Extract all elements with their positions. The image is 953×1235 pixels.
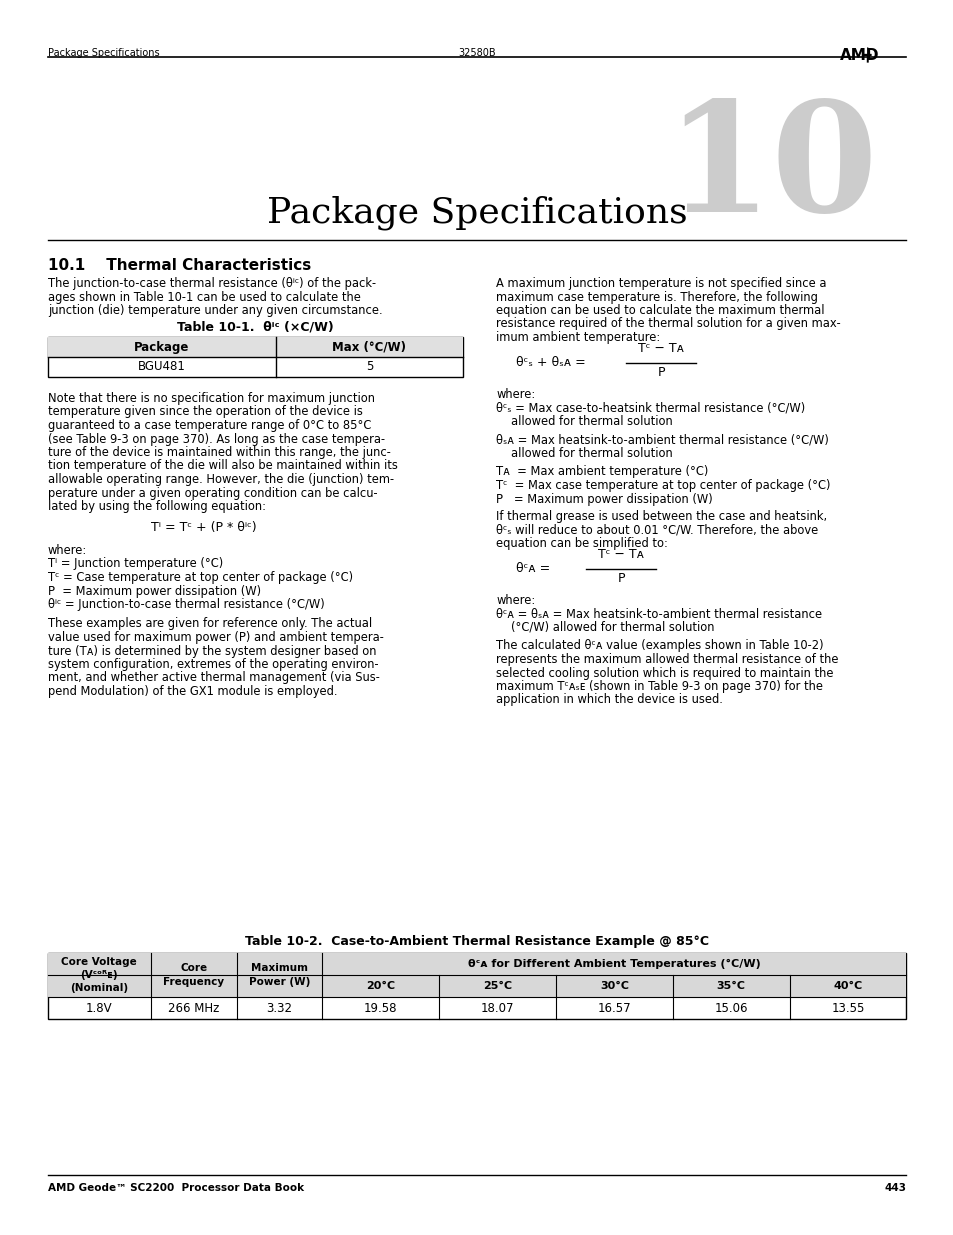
Text: guaranteed to a case temperature range of 0°C to 85°C: guaranteed to a case temperature range o… (48, 419, 371, 432)
Bar (48, 337, 462, 357)
Text: where:: where: (496, 388, 535, 400)
Text: junction (die) temperature under any given circumstance.: junction (die) temperature under any giv… (48, 304, 382, 317)
Text: application in which the device is used.: application in which the device is used. (496, 694, 722, 706)
Text: 443: 443 (883, 1183, 905, 1193)
Text: The junction-to-case thermal resistance (θⁱᶜ) of the pack-: The junction-to-case thermal resistance … (48, 277, 375, 290)
Text: perature under a given operating condition can be calcu-: perature under a given operating conditi… (48, 487, 377, 499)
Text: 13.55: 13.55 (830, 1002, 863, 1014)
Text: Package Specifications: Package Specifications (267, 195, 686, 230)
Text: 10: 10 (664, 95, 877, 245)
Text: Maximum
Power (W): Maximum Power (W) (249, 963, 310, 987)
Text: Tᶜ = Case temperature at top center of package (°C): Tᶜ = Case temperature at top center of p… (48, 571, 353, 584)
Text: lated by using the following equation:: lated by using the following equation: (48, 500, 266, 513)
Text: Package: Package (134, 341, 190, 353)
Text: ture (Tᴀ) is determined by the system designer based on: ture (Tᴀ) is determined by the system de… (48, 645, 375, 657)
Text: allowed for thermal solution: allowed for thermal solution (511, 415, 672, 429)
Text: selected cooling solution which is required to maintain the: selected cooling solution which is requi… (496, 667, 833, 679)
Text: ages shown in Table 10-1 can be used to calculate the: ages shown in Table 10-1 can be used to … (48, 290, 360, 304)
Text: P: P (657, 367, 664, 379)
Text: AMD: AMD (839, 48, 878, 63)
Text: 35°C: 35°C (716, 981, 745, 990)
Text: Note that there is no specification for maximum junction: Note that there is no specification for … (48, 391, 375, 405)
Text: P: P (617, 573, 624, 585)
Text: 3.32: 3.32 (266, 1002, 293, 1014)
Text: 10.1    Thermal Characteristics: 10.1 Thermal Characteristics (48, 258, 311, 273)
Text: 15.06: 15.06 (714, 1002, 747, 1014)
Text: tion temperature of the die will also be maintained within its: tion temperature of the die will also be… (48, 459, 397, 473)
Text: ment, and whether active thermal management (via Sus-: ment, and whether active thermal managem… (48, 672, 379, 684)
Text: θᶜₛ + θₛᴀ =: θᶜₛ + θₛᴀ = (516, 356, 585, 369)
Text: AMD Geode™ SC2200  Processor Data Book: AMD Geode™ SC2200 Processor Data Book (48, 1183, 303, 1193)
Text: θᶜᴀ = θₛᴀ = Max heatsink-to-ambient thermal resistance: θᶜᴀ = θₛᴀ = Max heatsink-to-ambient ther… (496, 608, 821, 620)
Text: (°C/W) allowed for thermal solution: (°C/W) allowed for thermal solution (511, 621, 714, 634)
Text: θₛᴀ = Max heatsink-to-ambient thermal resistance (°C/W): θₛᴀ = Max heatsink-to-ambient thermal re… (496, 433, 828, 447)
Text: The calculated θᶜᴀ value (examples shown in Table 10-2): The calculated θᶜᴀ value (examples shown… (496, 640, 822, 652)
Text: θᶜᴀ for Different Ambient Temperatures (°C/W): θᶜᴀ for Different Ambient Temperatures (… (468, 958, 760, 969)
Text: 16.57: 16.57 (597, 1002, 631, 1014)
Text: 20°C: 20°C (366, 981, 395, 990)
Text: equation can be simplified to:: equation can be simplified to: (496, 537, 667, 550)
Text: Max (°C/W): Max (°C/W) (332, 341, 406, 353)
Text: 30°C: 30°C (599, 981, 628, 990)
Text: Tᶜ − Tᴀ: Tᶜ − Tᴀ (638, 342, 683, 354)
Text: resistance required of the thermal solution for a given max-: resistance required of the thermal solut… (496, 317, 840, 331)
Text: A maximum junction temperature is not specified since a: A maximum junction temperature is not sp… (496, 277, 825, 290)
Text: P  = Maximum power dissipation (W): P = Maximum power dissipation (W) (48, 584, 260, 598)
Text: Table 10-2.  Case-to-Ambient Thermal Resistance Example @ 85°C: Table 10-2. Case-to-Ambient Thermal Resi… (245, 935, 708, 948)
Text: Core Voltage
(Vᶜᵒᴿᴇ)
(Nominal): Core Voltage (Vᶜᵒᴿᴇ) (Nominal) (61, 957, 137, 993)
Text: θⁱᶜ = Junction-to-case thermal resistance (°C/W): θⁱᶜ = Junction-to-case thermal resistanc… (48, 598, 324, 611)
Text: Tᴀ  = Max ambient temperature (°C): Tᴀ = Max ambient temperature (°C) (496, 466, 708, 478)
Text: represents the maximum allowed thermal resistance of the: represents the maximum allowed thermal r… (496, 653, 838, 666)
Text: allowed for thermal solution: allowed for thermal solution (511, 447, 672, 459)
Text: maximum case temperature is. Therefore, the following: maximum case temperature is. Therefore, … (496, 290, 817, 304)
Text: θᶜᴀ =: θᶜᴀ = (516, 562, 550, 576)
Text: system configuration, extremes of the operating environ-: system configuration, extremes of the op… (48, 658, 378, 671)
Text: θᶜₛ = Max case-to-heatsink thermal resistance (°C/W): θᶜₛ = Max case-to-heatsink thermal resis… (496, 401, 804, 415)
Text: 18.07: 18.07 (480, 1002, 514, 1014)
Text: 32580B: 32580B (457, 48, 496, 58)
Text: where:: where: (48, 543, 87, 557)
Text: θᶜₛ will reduce to about 0.01 °C/W. Therefore, the above: θᶜₛ will reduce to about 0.01 °C/W. Ther… (496, 524, 818, 536)
Text: imum ambient temperature:: imum ambient temperature: (496, 331, 659, 345)
Text: 5: 5 (365, 361, 373, 373)
Text: 19.58: 19.58 (364, 1002, 397, 1014)
Text: maximum Tᶜᴀₛᴇ (shown in Table 9-3 on page 370) for the: maximum Tᶜᴀₛᴇ (shown in Table 9-3 on pag… (496, 680, 822, 693)
Text: temperature given since the operation of the device is: temperature given since the operation of… (48, 405, 362, 419)
Text: Tⁱ = Tᶜ + (P * θⁱᶜ): Tⁱ = Tᶜ + (P * θⁱᶜ) (152, 521, 256, 535)
Text: Tᶜ  = Max case temperature at top center of package (°C): Tᶜ = Max case temperature at top center … (496, 479, 830, 492)
Bar (48, 953, 905, 997)
Text: where:: where: (496, 594, 535, 606)
Text: 25°C: 25°C (482, 981, 512, 990)
Text: Core
Frequency: Core Frequency (163, 963, 224, 987)
Text: value used for maximum power (P) and ambient tempera-: value used for maximum power (P) and amb… (48, 631, 383, 643)
Text: equation can be used to calculate the maximum thermal: equation can be used to calculate the ma… (496, 304, 823, 317)
Text: Tⁱ = Junction temperature (°C): Tⁱ = Junction temperature (°C) (48, 557, 223, 571)
Bar (48, 953, 905, 1019)
Text: (see Table 9-3 on page 370). As long as the case tempera-: (see Table 9-3 on page 370). As long as … (48, 432, 384, 446)
Text: ture of the device is maintained within this range, the junc-: ture of the device is maintained within … (48, 446, 390, 459)
Text: BGU481: BGU481 (138, 361, 186, 373)
Text: 40°C: 40°C (832, 981, 862, 990)
Text: allowable operating range. However, the die (junction) tem-: allowable operating range. However, the … (48, 473, 394, 487)
Text: Table 10-1.  θⁱᶜ (×C/W): Table 10-1. θⁱᶜ (×C/W) (176, 320, 334, 333)
Text: P   = Maximum power dissipation (W): P = Maximum power dissipation (W) (496, 493, 712, 505)
Text: Package Specifications: Package Specifications (48, 48, 159, 58)
Text: ╈: ╈ (862, 48, 870, 63)
Text: 266 MHz: 266 MHz (168, 1002, 219, 1014)
Text: 1.8V: 1.8V (86, 1002, 112, 1014)
Text: If thermal grease is used between the case and heatsink,: If thermal grease is used between the ca… (496, 510, 826, 522)
Text: Tᶜ − Tᴀ: Tᶜ − Tᴀ (598, 547, 643, 561)
Text: These examples are given for reference only. The actual: These examples are given for reference o… (48, 618, 372, 631)
Bar (48, 337, 462, 377)
Text: pend Modulation) of the GX1 module is employed.: pend Modulation) of the GX1 module is em… (48, 685, 336, 698)
